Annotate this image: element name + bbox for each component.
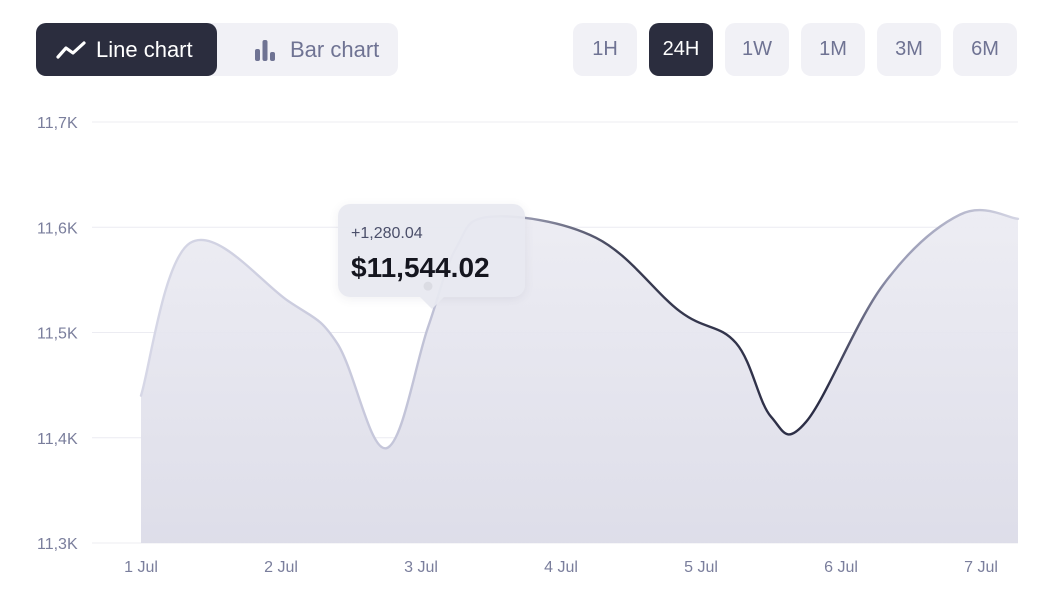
bar-chart-label: Bar chart <box>290 36 380 62</box>
line-chart-icon <box>56 38 86 62</box>
timeframe-24h-button[interactable]: 24H <box>649 23 713 76</box>
x-tick-label: 7 Jul <box>964 559 998 576</box>
x-tick-label: 4 Jul <box>544 559 578 576</box>
y-tick-label: 11,5K <box>37 326 78 343</box>
area-fill-shape <box>141 210 1018 543</box>
x-tick-label: 6 Jul <box>824 559 858 576</box>
timeframe-1w-button[interactable]: 1W <box>725 23 789 76</box>
x-tick-label: 5 Jul <box>684 559 718 576</box>
y-tick-label: 11,3K <box>37 536 78 553</box>
line-chart-label: Line chart <box>96 36 193 62</box>
x-tick-label: 1 Jul <box>124 559 158 576</box>
x-tick-label: 2 Jul <box>264 559 298 576</box>
price-tooltip: +1,280.04 $11,544.02 <box>338 204 525 309</box>
timeframe-1m-button[interactable]: 1M <box>801 23 865 76</box>
x-tick-label: 3 Jul <box>404 559 438 576</box>
y-tick-label: 11,4K <box>37 431 78 448</box>
y-axis-labels: 11,7K 11,6K 11,5K 11,4K 11,3K <box>37 115 78 553</box>
tooltip-price: $11,544.02 <box>351 252 490 283</box>
timeframe-6m-button[interactable]: 6M <box>953 23 1017 76</box>
timeframe-1h-button[interactable]: 1H <box>573 23 637 76</box>
x-axis-labels: 1 Jul 2 Jul 3 Jul 4 Jul 5 Jul 6 Jul 7 Jul <box>124 559 998 576</box>
timeframe-3m-button[interactable]: 3M <box>877 23 941 76</box>
bar-chart-button[interactable]: Bar chart <box>236 23 398 76</box>
area-fill <box>141 210 1018 543</box>
y-tick-label: 11,6K <box>37 220 78 237</box>
chart-type-toggle: Line chart Bar chart <box>36 23 398 76</box>
line-chart-button[interactable]: Line chart <box>36 23 217 76</box>
y-tick-label: 11,7K <box>37 115 78 132</box>
bar-chart-icon <box>250 38 280 62</box>
tooltip-change: +1,280.04 <box>351 225 423 242</box>
